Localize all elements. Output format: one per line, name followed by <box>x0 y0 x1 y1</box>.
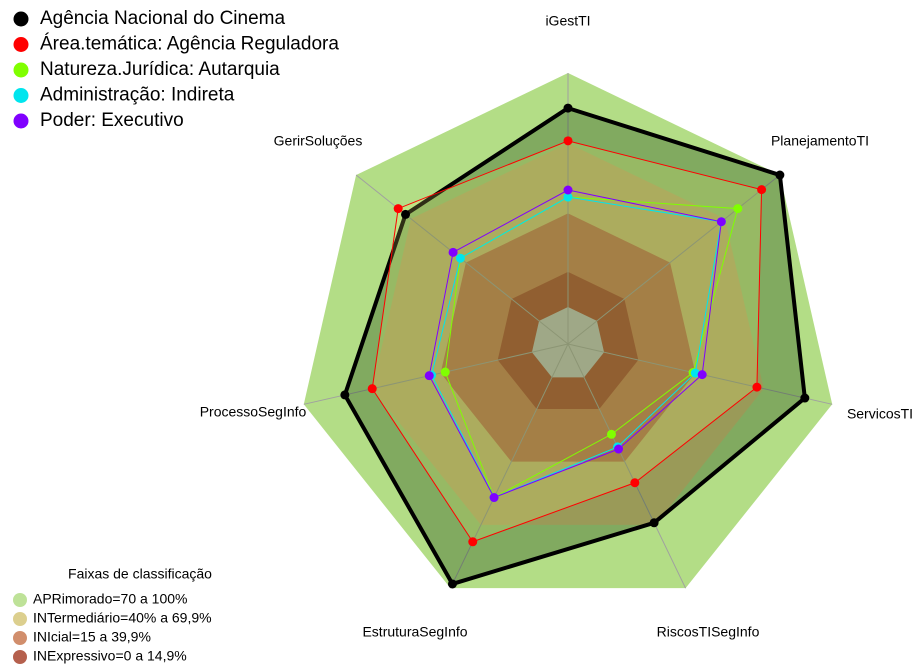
series-line <box>431 196 722 499</box>
series-point <box>757 185 767 195</box>
series-point <box>563 103 573 113</box>
band-legend-marker <box>13 593 27 607</box>
band-legend-label: APRimorado=70 a 100% <box>33 591 188 607</box>
series-line <box>444 196 739 499</box>
series-point <box>489 493 499 503</box>
series-point <box>447 579 457 589</box>
band-legend-marker <box>13 631 27 645</box>
legend-marker <box>13 88 29 103</box>
series-point <box>340 390 350 400</box>
series-point <box>563 136 573 146</box>
legend-marker <box>13 37 29 52</box>
legend-label: Natureza.Jurídica: Autarquia <box>40 59 280 80</box>
series-line <box>342 105 807 587</box>
series-point <box>424 371 434 381</box>
series-point <box>448 247 458 257</box>
series-point <box>733 204 743 214</box>
series-point <box>455 253 465 263</box>
axis-label: iGestTI <box>545 13 590 29</box>
axis-label: RiscosTISegInfo <box>657 624 760 640</box>
series-point <box>649 518 659 528</box>
series-point <box>468 537 478 547</box>
band-legend-marker <box>13 650 27 664</box>
series-point <box>614 444 624 454</box>
bands-title: Faixas de classificação <box>68 566 212 582</box>
axis-line <box>449 343 569 589</box>
series-point <box>401 209 411 219</box>
series-line <box>428 189 722 499</box>
legend-label: Agência Nacional do Cinema <box>40 8 285 29</box>
legend-marker <box>13 11 29 27</box>
series-point <box>393 204 403 214</box>
legend-label: Administração: Indireta <box>40 85 235 106</box>
series-point <box>440 367 450 377</box>
legend-marker <box>13 62 29 78</box>
band-legend-marker <box>13 612 27 626</box>
axis-label: ProcessoSegInfo <box>200 404 307 420</box>
series-point <box>697 370 707 380</box>
series-line <box>371 140 763 543</box>
series-point <box>606 429 616 439</box>
band-legend-label: INExpressivo=0 a 14,9% <box>33 648 187 664</box>
series-point <box>563 185 573 195</box>
series-point <box>800 393 810 403</box>
series-point <box>367 384 377 394</box>
series-point <box>716 217 726 227</box>
axis-label: GerirSoluções <box>274 133 363 149</box>
band-legend-label: INTermediário=40% a 69,9% <box>33 610 212 626</box>
legend-marker <box>13 113 29 129</box>
axis-label: ServicosTI <box>847 406 913 422</box>
series-point <box>690 368 700 378</box>
series-point <box>563 192 573 202</box>
series-point <box>630 478 640 488</box>
series-point <box>752 382 762 392</box>
band-legend-label: INIcial=15 a 39,9% <box>33 629 151 645</box>
legend-label: Poder: Executivo <box>40 110 184 131</box>
axis-line <box>567 174 781 345</box>
axis-label: PlanejamentoTI <box>771 133 869 149</box>
axis-line <box>567 343 687 589</box>
axis-label: EstruturaSegInfo <box>362 624 467 640</box>
series-point <box>775 170 785 180</box>
legend-label: Área.temática: Agência Reguladora <box>40 34 339 55</box>
